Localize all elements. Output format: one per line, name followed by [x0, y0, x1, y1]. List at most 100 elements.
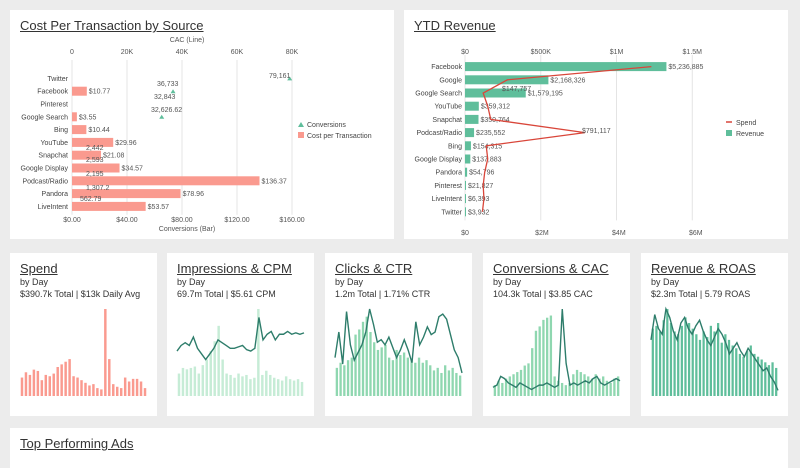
- ytd-category-label: Google Search: [415, 91, 462, 98]
- day-bar: [104, 309, 107, 396]
- cpt-point: [170, 89, 176, 94]
- day-bar: [553, 376, 556, 396]
- day-bar: [753, 353, 756, 396]
- cpt-point-label: 2,195: [86, 171, 104, 178]
- day-bar: [288, 379, 292, 396]
- cpt-top-tick: 20K: [121, 49, 134, 56]
- day-bar: [542, 319, 545, 396]
- day-line: [176, 317, 305, 361]
- day-bar: [261, 374, 264, 396]
- day-bar: [738, 353, 742, 396]
- revenue-title[interactable]: Revenue & ROAS: [651, 261, 756, 276]
- ytd-category-label: Google Display: [415, 157, 463, 164]
- day-bar: [451, 367, 454, 396]
- day-bar: [76, 377, 79, 396]
- day-bar: [249, 379, 252, 396]
- day-bar: [100, 389, 103, 396]
- cpt-category-label: Pandora: [42, 191, 69, 198]
- day-bar: [399, 355, 402, 396]
- day-bar: [229, 374, 232, 396]
- ytd-bar-label: $5,236,885: [668, 64, 703, 71]
- cpt-top-tick: 40K: [176, 49, 189, 56]
- day-bar: [284, 376, 288, 396]
- day-bar: [742, 356, 745, 396]
- day-bar: [534, 330, 538, 396]
- ytd-top-ticks: $0 $500K $1M $1.5M: [461, 49, 702, 56]
- conversions-title[interactable]: Conversions & CAC: [493, 261, 609, 276]
- cpt-point: [287, 76, 293, 81]
- impressions-title[interactable]: Impressions & CPM: [177, 261, 292, 276]
- day-bar: [339, 362, 342, 396]
- day-bar: [300, 381, 304, 396]
- ytd-category-labels: Facebook Google Google Search YouTube Snapch…: [415, 64, 463, 216]
- day-bar: [538, 326, 541, 396]
- day-bar: [687, 323, 691, 396]
- ytd-category-label: Facebook: [431, 64, 462, 71]
- ytd-bar-label: $6,393: [468, 196, 490, 203]
- ytd-bottom-tick: $2M: [535, 230, 549, 237]
- ytd-bar: [465, 62, 667, 72]
- cpt-title[interactable]: Cost Per Transaction by Source: [20, 18, 204, 33]
- cpt-top-tick: 0: [70, 49, 74, 56]
- day-bar: [60, 364, 63, 396]
- day-bar: [760, 359, 763, 396]
- ytd-legend-spend[interactable]: Spend: [736, 120, 756, 127]
- day-bar: [549, 315, 553, 396]
- cpt-bottom-tick: $160.00: [279, 217, 304, 224]
- day-bar: [673, 331, 676, 396]
- day-bar: [217, 325, 220, 396]
- day-bar: [257, 309, 260, 396]
- day-bar: [406, 357, 409, 396]
- day-bar: [756, 356, 760, 396]
- conversions-card: Conversions & CAC by Day 104.3k Total | …: [483, 253, 630, 416]
- ytd-bar: [465, 154, 471, 164]
- cpt-category-labels: Twitter Facebook Pinterest Google Search Bin…: [21, 76, 69, 211]
- day-bar: [440, 372, 443, 396]
- day-bar: [96, 388, 99, 396]
- cpt-point-label: 1,307.2: [86, 185, 109, 192]
- cpt-category-label: Snapchat: [38, 153, 68, 160]
- ytd-bar-label: $3,932: [468, 209, 490, 216]
- cpt-top-tick: 80K: [286, 49, 299, 56]
- spend-title[interactable]: Spend: [20, 261, 58, 276]
- cpt-legend-conversions[interactable]: Conversions: [307, 122, 346, 129]
- ytd-category-label: Pinterest: [434, 183, 462, 190]
- cpt-point-label: 32,843: [154, 94, 176, 101]
- day-bar: [691, 328, 694, 396]
- top-ads-title[interactable]: Top Performing Ads: [20, 436, 134, 451]
- ytd-bars: $5,236,885 $2,168,326 $1,579,195 $359,312 $3…: [465, 62, 704, 217]
- day-bar: [590, 378, 594, 396]
- day-bar: [358, 329, 361, 396]
- day-bar: [391, 360, 395, 396]
- day-bar: [52, 373, 55, 396]
- day-bar: [380, 347, 383, 396]
- day-bar: [702, 331, 705, 396]
- day-bar: [388, 357, 391, 396]
- cpt-legend-cost[interactable]: Cost per Transaction: [307, 133, 372, 140]
- day-bar: [501, 382, 504, 396]
- revenue-chart: [650, 306, 779, 396]
- day-bar: [613, 378, 616, 396]
- day-bar: [108, 359, 111, 396]
- cpt-top-axis-title: CAC (Line): [170, 37, 205, 44]
- ytd-category-label: Bing: [448, 143, 462, 150]
- day-bar: [575, 369, 579, 396]
- cpt-bar-label: $10.77: [89, 89, 111, 96]
- cpt-bar: [72, 201, 146, 211]
- clicks-title[interactable]: Clicks & CTR: [335, 261, 413, 276]
- ytd-title[interactable]: YTD Revenue: [414, 18, 496, 33]
- cpt-point-label: 2,593: [86, 157, 104, 164]
- day-bar: [655, 325, 658, 396]
- day-bar: [560, 382, 564, 396]
- day-bar: [119, 388, 123, 396]
- revenue-card: Revenue & ROAS by Day $2.3m Total | 5.79…: [641, 253, 788, 416]
- day-bar: [225, 373, 228, 396]
- day-bar: [209, 351, 212, 396]
- ytd-legend-revenue[interactable]: Revenue: [736, 131, 764, 138]
- day-bar: [189, 367, 193, 396]
- day-bar: [447, 370, 451, 396]
- day-bar: [376, 349, 380, 396]
- day-bar: [775, 367, 778, 396]
- revenue-by-day: by Day: [651, 277, 680, 287]
- ytd-bottom-tick: $6M: [689, 230, 703, 237]
